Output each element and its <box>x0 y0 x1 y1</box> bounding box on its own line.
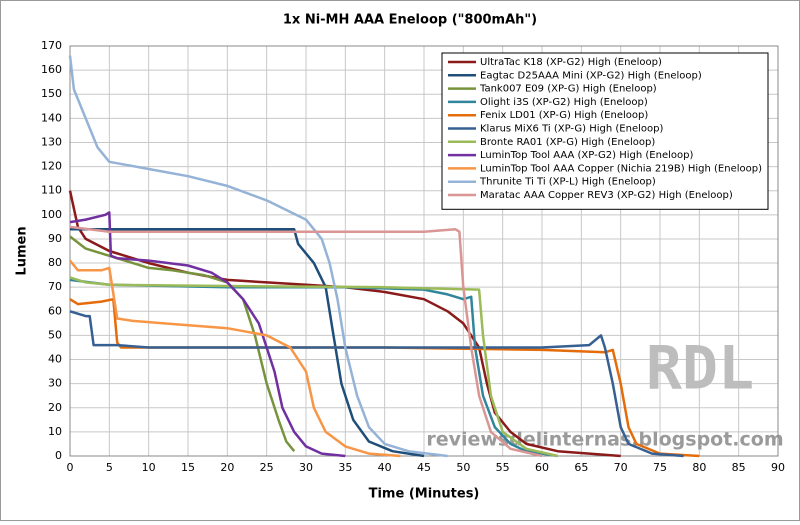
y-tick-label: 110 <box>41 184 62 197</box>
y-tick-label: 100 <box>41 208 62 221</box>
y-tick-label: 60 <box>48 304 62 317</box>
watermark-url: reviewsdelinternas.blogspot.com <box>426 429 783 451</box>
legend-label: LuminTop Tool AAA Copper (Nichia 219B) H… <box>480 163 762 174</box>
x-tick-label: 15 <box>181 461 195 474</box>
legend-box <box>441 52 769 210</box>
legend-label: Eagtac D25AAA Mini (XP-G2) High (Eneloop… <box>480 70 702 81</box>
y-tick-label: 40 <box>48 353 62 366</box>
y-tick-label: 50 <box>48 328 62 341</box>
x-axis-label: Time (Minutes) <box>369 487 480 502</box>
y-tick-label: 10 <box>48 425 62 438</box>
x-tick-label: 30 <box>299 461 313 474</box>
x-tick-label: 80 <box>692 461 706 474</box>
x-tick-label: 20 <box>220 461 234 474</box>
y-tick-label: 160 <box>41 63 62 76</box>
x-tick-label: 50 <box>456 461 470 474</box>
x-tick-label: 90 <box>771 461 785 474</box>
x-tick-label: 85 <box>732 461 746 474</box>
y-tick-label: 0 <box>55 449 62 462</box>
legend-label: UltraTac K18 (XP-G2) High (Eneloop) <box>480 57 662 68</box>
x-tick-label: 75 <box>653 461 667 474</box>
y-tick-label: 120 <box>41 160 62 173</box>
y-tick-label: 90 <box>48 232 62 245</box>
legend-label: Fenix LD01 (XP-G) High (Eneloop) <box>480 110 648 121</box>
x-tick-label: 60 <box>535 461 549 474</box>
series-line <box>69 211 346 458</box>
y-tick-label: 140 <box>41 111 62 124</box>
series-line <box>69 276 558 458</box>
legend-label: LuminTop Tool AAA (XP-G2) High (Eneloop) <box>480 150 693 161</box>
legend-label: Thrunite Ti Ti (XP-L) High (Eneloop) <box>479 177 656 188</box>
series-line <box>68 55 448 458</box>
y-tick-label: 30 <box>48 377 62 390</box>
y-tick-label: 20 <box>48 401 62 414</box>
series-line <box>69 310 684 458</box>
x-tick-label: 0 <box>67 461 74 474</box>
series-line <box>68 190 621 458</box>
legend-label: Maratac AAA Copper REV3 (XP-G2) High (En… <box>480 190 733 201</box>
x-tick-label: 45 <box>417 461 431 474</box>
y-tick-label: 80 <box>48 256 62 269</box>
y-tick-label: 70 <box>48 280 62 293</box>
y-axis-label: Lumen <box>15 226 30 275</box>
legend-label: Bronte RA01 (XP-G) High (Eneloop) <box>480 137 655 148</box>
x-tick-label: 40 <box>378 461 392 474</box>
x-tick-label: 35 <box>338 461 352 474</box>
legend-label: Tank007 E09 (XP-G) High (Eneloop) <box>479 84 657 95</box>
x-tick-label: 5 <box>106 461 113 474</box>
x-tick-label: 10 <box>142 461 156 474</box>
x-tick-label: 55 <box>496 461 510 474</box>
watermark-logo: RDL <box>646 334 754 404</box>
x-tick-label: 65 <box>574 461 588 474</box>
series-line <box>69 297 700 458</box>
y-tick-label: 150 <box>41 87 62 100</box>
legend-label: Klarus MiX6 Ti (XP-G) High (Eneloop) <box>480 124 663 135</box>
y-tick-label: 170 <box>41 39 62 52</box>
legend: UltraTac K18 (XP-G2) High (Eneloop) Eagta… <box>441 52 769 210</box>
legend-label: Olight i3S (XP-G2) High (Eneloop) <box>480 97 648 108</box>
series-line <box>69 225 543 458</box>
chart-title: 1x Ni-MH AAA Eneloop ("800mAh") <box>283 13 537 28</box>
x-tick-label: 70 <box>614 461 628 474</box>
y-tick-label: 130 <box>41 135 62 148</box>
series-line <box>69 259 401 458</box>
x-tick-label: 25 <box>260 461 274 474</box>
